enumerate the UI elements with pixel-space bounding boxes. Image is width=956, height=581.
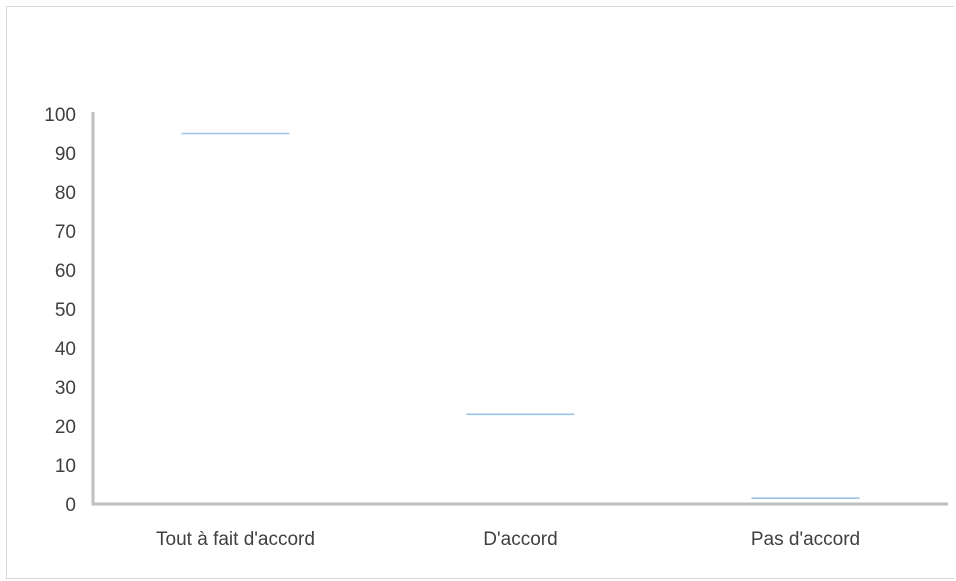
chart-axes: [91, 112, 948, 506]
x-category-label: D'accord: [483, 529, 557, 550]
y-tick-label: 90: [55, 144, 76, 165]
x-category-label: Pas d'accord: [751, 529, 860, 550]
chart-frame: [6, 6, 954, 579]
y-tick-label: 50: [55, 300, 76, 321]
y-tick-label: 20: [55, 417, 76, 438]
x-axis-labels: Tout à fait d'accord D'accord Pas d'accord: [156, 529, 860, 550]
y-tick-label: 60: [55, 261, 76, 282]
y-tick-label: 30: [55, 378, 76, 399]
y-tick-label: 10: [55, 456, 76, 477]
x-category-label: Tout à fait d'accord: [156, 529, 315, 550]
y-tick-label: 100: [44, 105, 76, 126]
y-tick-label: 70: [55, 222, 76, 243]
y-tick-label: 80: [55, 183, 76, 204]
y-tick-label: 40: [55, 339, 76, 360]
y-axis-ticks: 0 10 20 30 40 50 60 70 80 90 100: [44, 105, 76, 516]
y-tick-label: 0: [65, 495, 76, 516]
chart-marks: [181, 132, 860, 499]
